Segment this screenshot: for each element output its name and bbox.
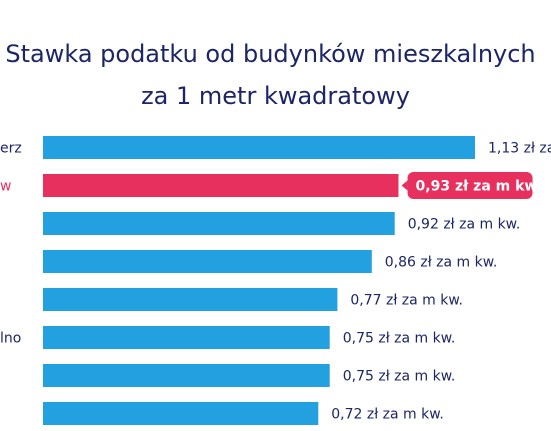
value-label-7: 0,72 zł za m kw. — [331, 407, 444, 423]
value-label-4: 0,77 zł za m kw. — [350, 293, 463, 309]
category-label-1: w — [0, 179, 11, 195]
bar-2 — [43, 212, 395, 235]
highlight-value-pill — [407, 172, 533, 199]
bar-7 — [43, 402, 319, 425]
value-label-1: 0,93 zł za m kw. — [416, 179, 542, 195]
bar-3 — [43, 250, 372, 273]
chart-title-line-1: Stawka podatku od budynków mieszkalnych — [5, 40, 536, 68]
value-label-6: 0,75 zł za m kw. — [343, 369, 456, 385]
value-label-2: 0,92 zł za m kw. — [408, 217, 521, 233]
value-label-3: 0,86 zł za m kw. — [385, 255, 498, 271]
highlight-pointer — [401, 180, 408, 191]
category-label-0: erz — [0, 141, 22, 157]
bar-5 — [43, 326, 330, 349]
value-label-5: 0,75 zł za m kw. — [343, 331, 456, 347]
bar-6 — [43, 364, 330, 387]
chart-title-line-2: za 1 metr kwadratowy — [141, 82, 410, 110]
bar-0 — [43, 136, 475, 159]
category-label-5: lno — [0, 331, 21, 347]
bar-4 — [43, 288, 338, 311]
value-label-0: 1,13 zł za — [488, 141, 551, 157]
bar-1 — [43, 174, 399, 197]
